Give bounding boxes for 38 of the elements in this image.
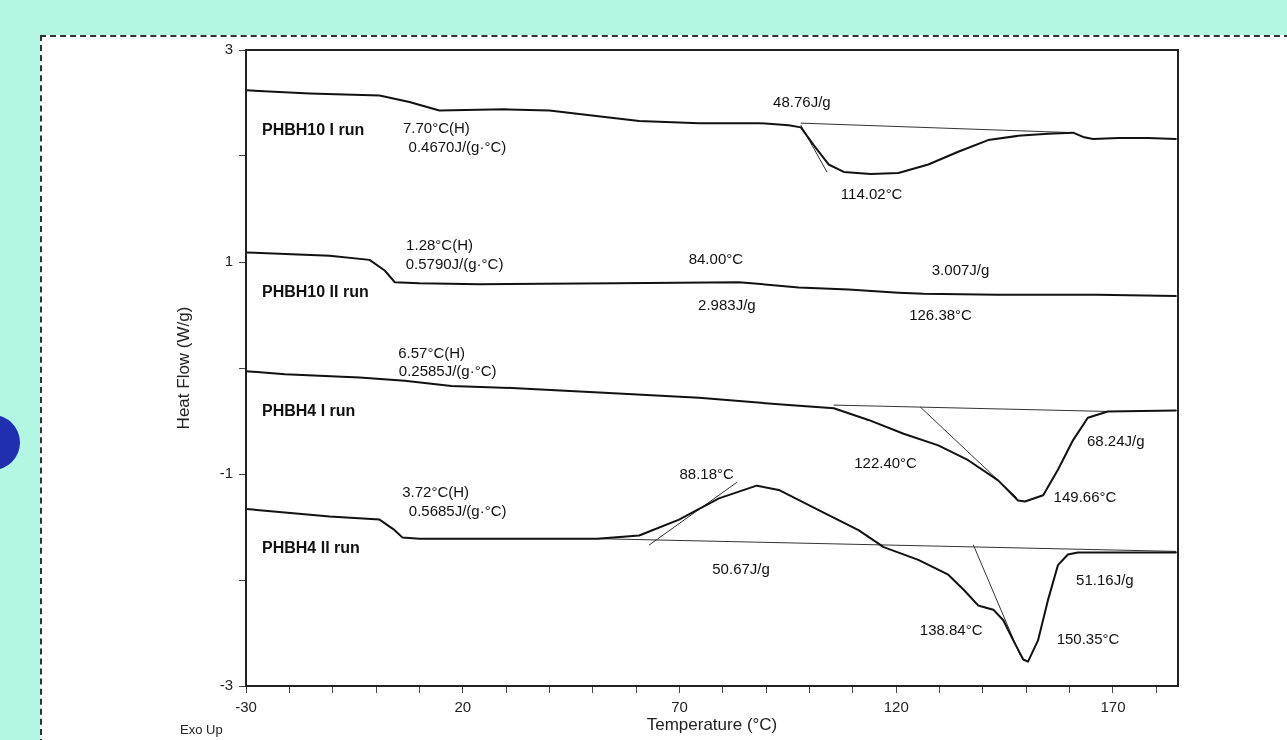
annotation: 88.18°C [679,464,734,482]
annotation: 50.67J/g [712,559,770,577]
series-label: PHBH10 I run [262,120,365,138]
y-tick-label: 3 [224,40,233,58]
text: Exo Up [180,722,223,737]
annotation: 2.983J/g [698,296,756,314]
y-axis-title: Heat Flow (W/g) [173,306,193,430]
annotation: 138.84°C [919,620,983,638]
annotation: 68.24J/g [1087,431,1145,449]
annotation: 3.72°C(H) [402,483,470,501]
annotation: 150.35°C [1056,629,1120,647]
x-tick-label: 170 [1100,698,1126,716]
annotation: 84.00°C [688,250,744,268]
annotation: 6.57°C(H) [398,343,466,361]
y-tick-label: -1 [219,464,233,482]
x-tick-label: 70 [671,698,688,716]
y-tick-label: 1 [224,252,233,270]
annotation: 3.007J/g [931,260,990,278]
x-axis-title: Temperature (°C) [646,715,778,735]
x-tick-label: 120 [883,698,909,716]
x-tick-label: 20 [454,698,472,716]
annotation: 114.02°C [840,185,903,203]
annotation: 122.40°C [854,453,918,471]
annotation: 7.70°C(H) [403,119,470,137]
series-label: PHBH4 II run [262,539,360,557]
annotation: 51.16J/g [1076,570,1134,588]
annotation: 126.38°C [909,305,973,323]
annotation: 48.76J/g [773,93,831,111]
y-tick-label: -3 [219,676,233,694]
annotation: 0.4670J/(g·°C) [408,138,507,156]
annotation: 149.66°C [1053,487,1117,505]
annotation: 0.5790J/(g·°C) [405,255,504,273]
series-label: PHBH10 II run [262,282,369,300]
x-tick-label: -30 [235,698,257,716]
annotation: 1.28°C(H) [406,236,473,254]
series-label: PHBH4 I run [262,401,356,419]
annotation: 0.2585J/(g·°C) [398,361,497,379]
annotation: 0.5685J/(g·°C) [408,502,507,520]
